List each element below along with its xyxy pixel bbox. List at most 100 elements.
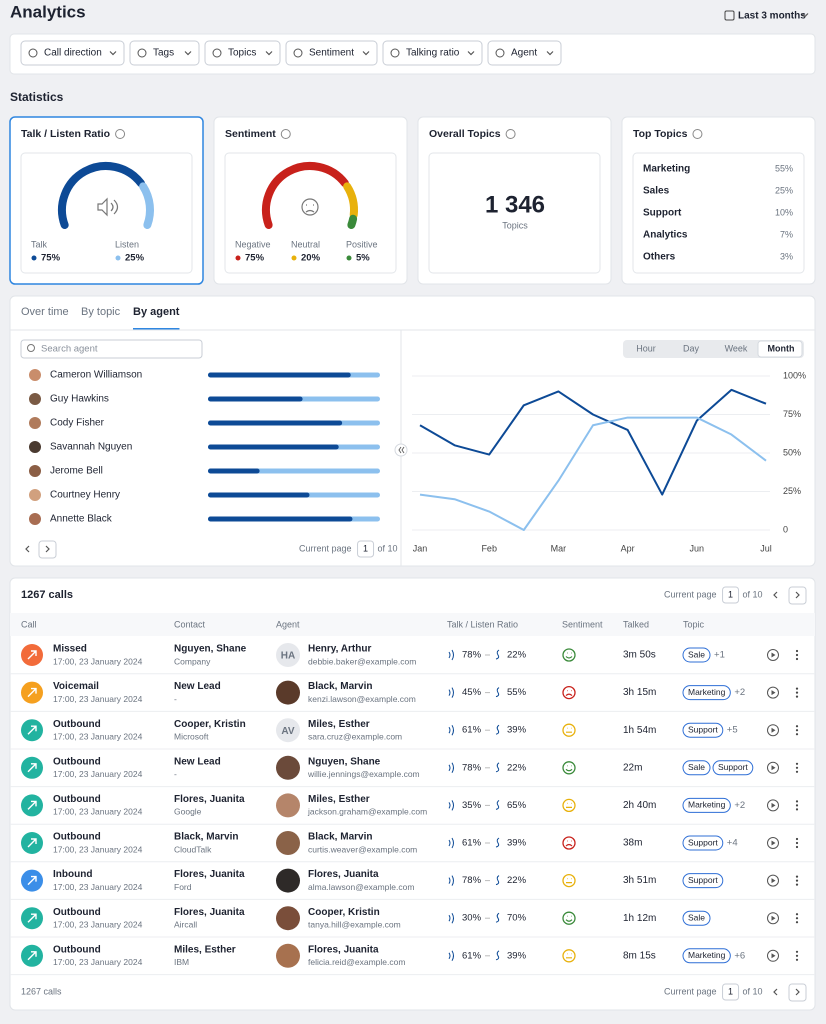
next-page-button[interactable] bbox=[38, 540, 57, 559]
listen-icon bbox=[495, 649, 500, 660]
filter-icon bbox=[495, 48, 505, 58]
page-number: 1 bbox=[363, 543, 368, 553]
more-menu-dot bbox=[795, 657, 799, 661]
granularity-button[interactable]: Day bbox=[683, 343, 700, 353]
play-button[interactable] bbox=[767, 761, 779, 774]
collapse-button[interactable] bbox=[394, 443, 408, 457]
call-type-arrow bbox=[27, 838, 37, 848]
granularity-button[interactable]: Month bbox=[768, 343, 795, 353]
page-input[interactable] bbox=[722, 586, 740, 604]
gauge-arc bbox=[139, 182, 154, 230]
talk-icon bbox=[448, 875, 454, 886]
agent-avatar bbox=[29, 489, 41, 501]
sentiment-mouth bbox=[565, 652, 573, 659]
granularity-button[interactable]: Hour bbox=[636, 343, 656, 353]
page-input[interactable] bbox=[722, 983, 740, 1001]
column-header: Call bbox=[21, 619, 37, 629]
play-button[interactable] bbox=[767, 799, 779, 812]
topic-tag-label: Support bbox=[718, 762, 748, 772]
filter-button[interactable] bbox=[487, 40, 562, 66]
card-title: Overall Topics bbox=[429, 128, 501, 140]
tab[interactable]: By topic bbox=[81, 306, 121, 318]
legend-dot bbox=[115, 255, 121, 261]
contact-name: Flores, Juanita bbox=[174, 869, 245, 880]
call-time: 17:00, 23 January 2024 bbox=[53, 957, 143, 967]
gauge-arc bbox=[58, 162, 145, 230]
filter-label: Call direction bbox=[44, 48, 102, 59]
play-icon bbox=[771, 840, 776, 846]
date-range[interactable]: Last 3 months bbox=[738, 11, 806, 22]
page-input[interactable] bbox=[357, 540, 375, 558]
filter-button[interactable] bbox=[129, 40, 200, 66]
call-type: Outbound bbox=[53, 944, 101, 955]
search-input[interactable] bbox=[20, 339, 203, 359]
contact-company: Aircall bbox=[174, 919, 197, 929]
agent-avatar bbox=[29, 417, 41, 429]
page-number: 1 bbox=[728, 589, 733, 599]
y-tick-label: 100% bbox=[783, 370, 806, 380]
y-tick-label: 25% bbox=[783, 486, 801, 496]
more-menu-dot bbox=[795, 845, 799, 849]
agent-name: Flores, Juanita bbox=[308, 869, 379, 880]
more-menu-dot bbox=[795, 841, 799, 845]
next-page-button[interactable] bbox=[788, 586, 807, 605]
filter-button[interactable] bbox=[382, 40, 483, 66]
talk-icon bbox=[448, 912, 454, 924]
listen-icon bbox=[495, 762, 500, 773]
more-menu-dot bbox=[795, 695, 799, 698]
contact-name: Nguyen, Shane bbox=[174, 644, 247, 655]
filter-button[interactable] bbox=[204, 40, 281, 66]
topic-share: 10% bbox=[775, 207, 793, 217]
pagination-label: Current page bbox=[664, 589, 717, 599]
sentiment-mouth bbox=[566, 727, 572, 733]
chevron-icon bbox=[795, 591, 800, 599]
agent-email: sara.cruz@example.com bbox=[308, 731, 402, 741]
agent-email: debbie.baker@example.com bbox=[308, 656, 416, 666]
tab[interactable]: Over time bbox=[21, 306, 69, 318]
agent-avatar bbox=[276, 906, 300, 931]
filter-icon bbox=[212, 48, 222, 58]
agent-name: Flores, Juanita bbox=[308, 944, 379, 955]
play-button[interactable] bbox=[767, 874, 779, 887]
x-tick-label: Jan bbox=[413, 543, 428, 553]
listen-ratio: 55% bbox=[507, 687, 527, 698]
filter-button[interactable] bbox=[20, 40, 125, 66]
agent-email: alma.lawson@example.com bbox=[308, 882, 414, 892]
agent-name: Black, Marvin bbox=[308, 832, 372, 843]
listen-ratio: 65% bbox=[507, 800, 527, 811]
play-button[interactable] bbox=[767, 724, 779, 737]
listen-icon bbox=[495, 950, 500, 961]
next-page-button[interactable] bbox=[788, 983, 807, 1002]
breakdown-card bbox=[9, 295, 816, 567]
page-number: 1 bbox=[728, 986, 733, 996]
play-button[interactable] bbox=[767, 912, 779, 925]
play-button[interactable] bbox=[767, 649, 779, 661]
listen-ratio: 22% bbox=[507, 762, 527, 773]
call-type: Missed bbox=[53, 644, 87, 655]
contact-company: - bbox=[174, 694, 177, 704]
play-button[interactable] bbox=[767, 837, 779, 849]
play-button[interactable] bbox=[767, 686, 779, 699]
chevron-icon bbox=[795, 988, 800, 996]
chevron-icon bbox=[546, 51, 554, 56]
filter-button[interactable] bbox=[285, 40, 378, 66]
contact-name: Flores, Juanita bbox=[174, 794, 245, 805]
contact-name: Flores, Juanita bbox=[174, 907, 245, 918]
more-menu-dot bbox=[795, 875, 799, 878]
talk-ratio: 30% bbox=[462, 913, 482, 924]
pagination-label: Current page bbox=[299, 543, 352, 553]
collapse-icon bbox=[398, 446, 405, 454]
call-type-arrow bbox=[27, 687, 37, 698]
granularity-button[interactable]: Week bbox=[725, 343, 748, 353]
chevron-icon bbox=[773, 591, 778, 599]
call-type: Voicemail bbox=[53, 681, 99, 692]
agent-avatar bbox=[29, 393, 41, 405]
tab[interactable]: By agent bbox=[133, 306, 180, 318]
talk-ratio: 61% bbox=[462, 725, 482, 736]
chevron-icon bbox=[109, 51, 117, 56]
card-inner bbox=[428, 152, 601, 274]
gauge-arc bbox=[343, 182, 358, 219]
topic-tag bbox=[712, 760, 754, 776]
play-button[interactable] bbox=[767, 949, 779, 962]
